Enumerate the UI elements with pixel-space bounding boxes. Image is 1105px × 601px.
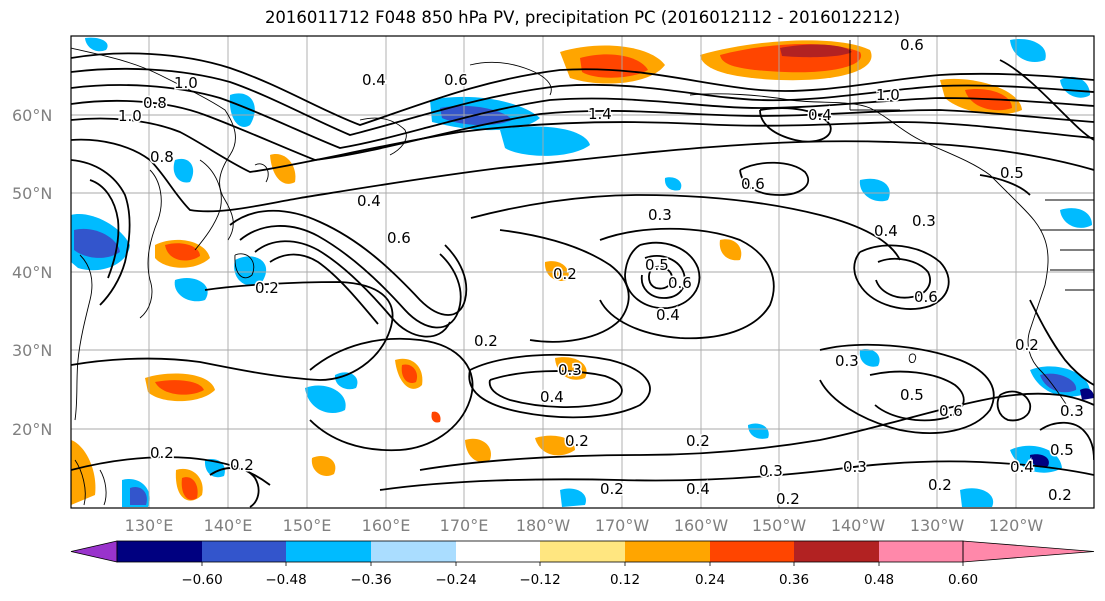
colorbar-swatch — [625, 541, 710, 562]
contour-label: 1.0 — [174, 74, 198, 92]
contour-label: 1.0 — [876, 86, 900, 104]
colorbar-tick-label: −0.60 — [181, 572, 222, 588]
colorbar-tick-label: −0.12 — [519, 572, 560, 588]
contour-label: 0.5 — [1050, 441, 1074, 459]
colorbar-swatch — [286, 541, 371, 562]
lat-label: 50°N — [12, 184, 52, 203]
lon-label: 170°E — [440, 516, 489, 535]
colorbar-tick-label: 0.12 — [610, 572, 640, 588]
contour-label: 0.6 — [444, 71, 468, 89]
contour-label: 0.2 — [553, 265, 577, 283]
colorbar: −0.60 −0.48 −0.36 −0.24 −0.12 0.12 0.24 … — [70, 540, 1095, 588]
contour-label: 0.2 — [565, 432, 589, 450]
colorbar-swatch — [710, 541, 794, 562]
colorbar-tick-label: −0.36 — [350, 572, 391, 588]
colorbar-swatch — [540, 541, 625, 562]
lat-label: 30°N — [12, 341, 52, 360]
precip-shading — [71, 37, 1094, 507]
lon-label: 160°W — [674, 516, 729, 535]
contour-label: 0.6 — [939, 402, 963, 420]
contour-label: 0.3 — [759, 462, 783, 480]
contour-label: 0.4 — [362, 71, 386, 89]
contour-label: 0.5 — [900, 386, 924, 404]
lon-label: 150°E — [283, 516, 332, 535]
map-title: 2016011712 F048 850 hPa PV, precipitatio… — [264, 8, 901, 27]
colorbar-tick-label: 0.24 — [695, 572, 725, 588]
contour-label: 0.2 — [1015, 336, 1039, 354]
contour-label: 0.2 — [928, 476, 952, 494]
lon-label: 180°W — [516, 516, 571, 535]
coastlines — [71, 40, 1094, 506]
contour-label: 0.3 — [648, 206, 672, 224]
colorbar-swatch — [794, 541, 879, 562]
contour-label: 0.4 — [808, 106, 832, 124]
contour-label: 0.2 — [255, 279, 279, 297]
colorbar-tick-label: −0.24 — [435, 572, 476, 588]
contour-label: 0.3 — [843, 458, 867, 476]
colorbar-right-extension — [962, 540, 1095, 563]
contour-labels: 1.0 0.8 1.0 0.8 0.6 0.4 1.4 0.6 0.4 1.0 … — [117, 35, 1086, 510]
contour-label: 0.4 — [357, 192, 381, 210]
contour-label: 0.2 — [474, 332, 498, 350]
contour-label: 0.2 — [776, 490, 800, 508]
contour-label: 1.0 — [118, 107, 142, 125]
longitude-labels: 130°E 140°E 150°E 160°E 170°E 180°W 170°… — [125, 516, 1044, 535]
contour-label: 0.6 — [914, 288, 938, 306]
lon-label: 130°E — [125, 516, 174, 535]
contour-label: 0.4 — [1010, 458, 1034, 476]
contour-label: 0.2 — [150, 444, 174, 462]
lat-label: 20°N — [12, 420, 52, 439]
lon-label: 160°E — [362, 516, 411, 535]
contour-label: 0.3 — [835, 352, 859, 370]
contour-label: 1.4 — [588, 105, 612, 123]
colorbar-tick-label: 0.48 — [864, 572, 894, 588]
map-frame — [70, 35, 1095, 509]
lon-label: 130°W — [910, 516, 965, 535]
contour-label: 0.4 — [874, 222, 898, 240]
contour-label: 0.4 — [656, 306, 680, 324]
lat-label: 40°N — [12, 263, 52, 282]
contour-label: 0.6 — [387, 229, 411, 247]
contour-label: 0.6 — [741, 175, 765, 193]
pv-contours — [71, 52, 1094, 508]
contour-label: 0.3 — [1060, 402, 1084, 420]
colorbar-swatch — [202, 541, 286, 562]
colorbar-swatch — [371, 541, 456, 562]
contour-label: 0.4 — [686, 480, 710, 498]
contour-label: 0.5 — [1000, 164, 1024, 182]
lon-label: 140°E — [204, 516, 253, 535]
colorbar-swatch — [117, 541, 202, 562]
colorbar-swatch — [879, 541, 963, 562]
colorbar-swatch — [456, 541, 540, 562]
contour-label: 0.6 — [900, 36, 924, 54]
contour-label: 0.2 — [600, 480, 624, 498]
contour-label: 0.8 — [143, 94, 167, 112]
colorbar-tick-label: 0.36 — [779, 572, 809, 588]
lon-label: 140°W — [831, 516, 886, 535]
latitude-labels: 60°N 50°N 40°N 30°N 20°N — [12, 106, 52, 439]
lat-label: 60°N — [12, 106, 52, 125]
contour-label: 0.4 — [540, 388, 564, 406]
contour-label: 0.2 — [230, 456, 254, 474]
lon-label: 120°W — [989, 516, 1044, 535]
lon-label: 150°W — [752, 516, 807, 535]
contour-label: 0.3 — [558, 361, 582, 379]
colorbar-left-extension — [70, 540, 118, 563]
contour-label: 0.8 — [150, 148, 174, 166]
contour-label: 0.3 — [912, 212, 936, 230]
contour-label: 0.5 — [645, 256, 669, 274]
lon-label: 170°W — [595, 516, 650, 535]
colorbar-tick-label: −0.48 — [265, 572, 306, 588]
colorbar-tick-label: 0.60 — [948, 572, 978, 588]
contour-label: 0.2 — [686, 432, 710, 450]
contour-label: 0.2 — [1048, 486, 1072, 504]
contour-label: 0.6 — [668, 274, 692, 292]
